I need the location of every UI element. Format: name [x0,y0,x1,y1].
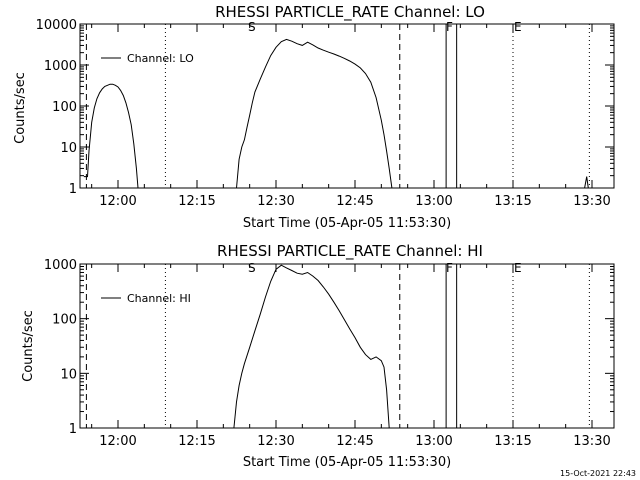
vertical-markers-lo [85,24,590,188]
x-ticks-hi: 12:00 12:15 12:30 12:45 13:00 13:15 13:30 [91,264,611,449]
x-tick-label-lo: 12:45 [336,194,373,209]
marker-start-label-hi: S [248,261,256,275]
x-tick-label-hi: 12:45 [336,434,373,449]
series-line-hi-0 [233,264,390,429]
x-axis-label-hi: Start Time (05-Apr-05 11:53:30) [243,455,451,470]
panel-hi: RHESSI PARTICLE_RATE Channel: HI 12:00 12… [21,242,615,470]
legend-label-hi: Channel: HI [127,292,191,305]
y-tick-label-hi: 1000 [44,258,77,273]
y-tick-label-hi: 100 [52,313,77,328]
marker-start-label-lo: S [248,20,256,34]
x-ticks-lo: 12:00 12:15 12:30 12:45 13:00 13:15 13:30 [91,24,611,209]
y-tick-label-lo: 10000 [36,18,77,33]
legend-lo: Channel: LO [101,52,194,65]
x-tick-label-hi: 13:15 [494,434,531,449]
series-line-lo-1 [236,38,393,189]
x-tick-label-lo: 12:00 [99,194,136,209]
y-axis-label-hi: Counts/sec [21,310,36,382]
y-tick-label-lo: 100 [52,100,77,115]
x-axis-label-lo: Start Time (05-Apr-05 11:53:30) [243,216,451,231]
y-tick-label-hi: 10 [60,367,77,382]
vertical-markers-hi [85,264,590,428]
x-tick-label-lo: 13:15 [494,194,531,209]
plot-frame-hi [79,263,615,429]
y-tick-label-hi: 1 [69,422,77,437]
marker-end-label-lo: E [514,20,522,34]
legend-hi: Channel: HI [101,292,191,305]
y-tick-label-lo: 1000 [44,59,77,74]
y-ticks-hi: 1 10 100 1000 [44,258,614,437]
marker-finish-label-hi: F [446,261,453,275]
panel-lo: RHESSI PARTICLE_RATE Channel: LO 12:00 12… [13,3,615,231]
y-ticks-lo: 1 10 100 1000 10000 [36,18,614,197]
series-line-lo-2 [584,176,589,189]
y-tick-label-lo: 10 [60,141,77,156]
plot-frame-lo [79,23,615,189]
x-tick-label-lo: 13:00 [415,194,452,209]
series-line-lo-0 [83,83,139,189]
series-hi [233,264,390,429]
chart-title-lo: RHESSI PARTICLE_RATE Channel: LO [215,3,485,22]
x-tick-label-lo: 13:30 [573,194,610,209]
y-tick-label-lo: 1 [69,182,77,197]
series-lo [83,38,589,189]
x-tick-label-hi: 12:15 [178,434,215,449]
x-tick-label-hi: 13:00 [415,434,452,449]
chart-title-hi: RHESSI PARTICLE_RATE Channel: HI [217,242,483,261]
render-timestamp: 15-Oct-2021 22:43 [560,469,636,478]
marker-finish-label-lo: F [446,20,453,34]
x-tick-label-hi: 12:00 [99,434,136,449]
legend-label-lo: Channel: LO [127,52,194,65]
x-tick-label-hi: 13:30 [573,434,610,449]
x-tick-label-lo: 12:15 [178,194,215,209]
x-tick-label-hi: 12:30 [257,434,294,449]
x-tick-label-lo: 12:30 [257,194,294,209]
marker-end-label-hi: E [514,261,522,275]
y-axis-label-lo: Counts/sec [13,72,28,144]
